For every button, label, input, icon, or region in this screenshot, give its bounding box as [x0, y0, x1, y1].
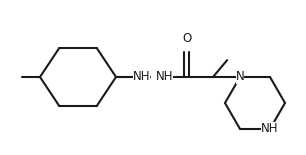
Text: NH: NH [156, 71, 174, 84]
Text: N: N [236, 71, 244, 84]
Text: O: O [182, 32, 192, 45]
Text: NH: NH [133, 71, 151, 84]
Text: NH: NH [261, 122, 279, 135]
